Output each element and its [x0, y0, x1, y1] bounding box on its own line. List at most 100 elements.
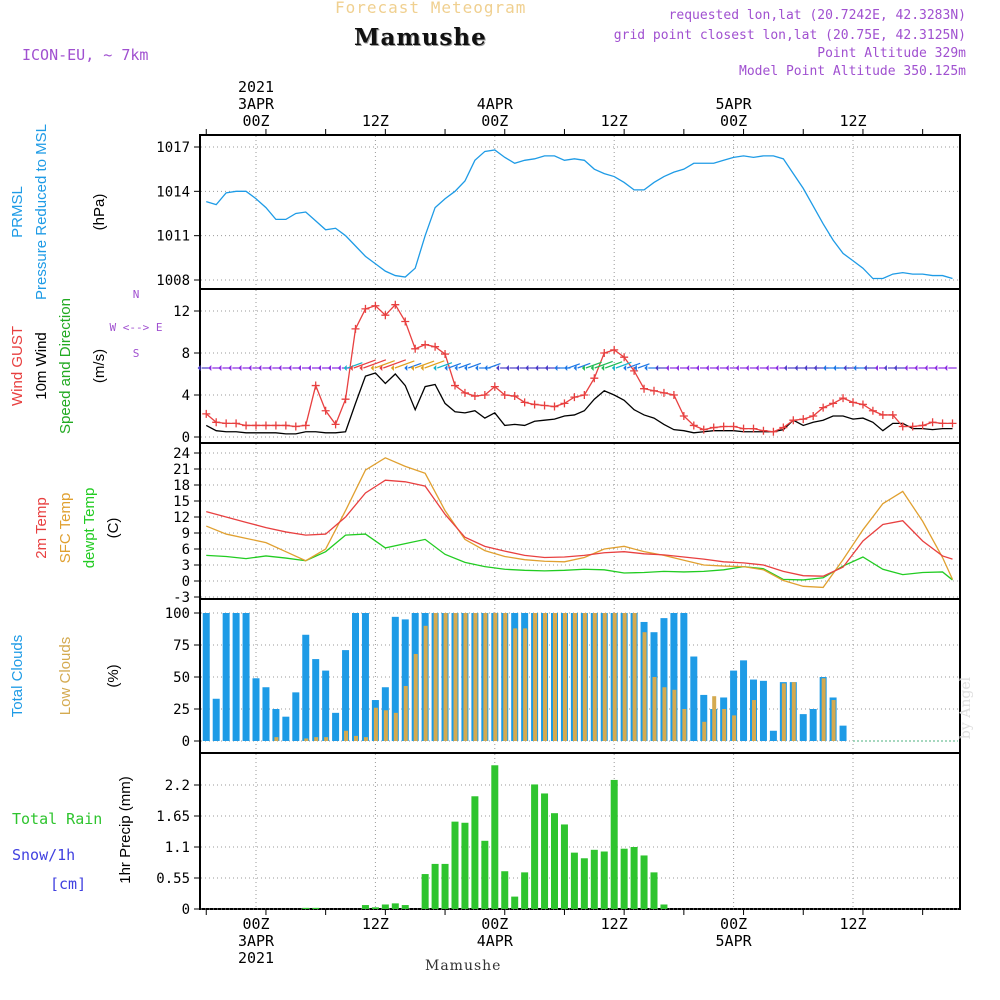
- precip-bar: [361, 905, 369, 909]
- gust-marker: [242, 421, 251, 430]
- y-tick-label: 21: [173, 462, 190, 478]
- wind-arrow-head: [328, 365, 331, 371]
- total-cloud-bar: [660, 618, 668, 741]
- total-cloud-bar: [759, 680, 767, 741]
- wind-arrow-head: [464, 365, 468, 371]
- gust-marker: [789, 416, 798, 425]
- x-tick-label-bottom: 00Z: [242, 915, 269, 933]
- low-cloud-bar: [781, 683, 786, 741]
- gust-marker: [650, 386, 658, 395]
- wind-arrow-head: [248, 365, 252, 371]
- wind-arrow-head: [715, 365, 719, 371]
- x-tick-label-bottom: 3APR: [238, 932, 275, 950]
- precip-bar: [600, 851, 608, 909]
- pressure-frame: [199, 134, 961, 290]
- temp-unit: (C): [105, 518, 122, 539]
- gust-marker: [779, 423, 788, 432]
- wind-arrow: [585, 361, 602, 369]
- y-tick-label: -3: [173, 590, 190, 606]
- gust-marker: [460, 388, 469, 397]
- wind-arrow-head: [318, 365, 322, 371]
- total-cloud-bar: [839, 725, 847, 741]
- total-cloud-bar: [272, 709, 280, 741]
- low-cloud-bar: [393, 712, 398, 741]
- gust-marker: [948, 419, 957, 428]
- gust-marker: [371, 301, 380, 310]
- gust-marker: [610, 345, 619, 354]
- wind-arrow-head: [601, 365, 605, 371]
- total-cloud-bar: [242, 613, 250, 741]
- wind-arrow-head: [581, 365, 585, 371]
- y-tick-label: 1.1: [165, 840, 190, 856]
- x-tick-label-top: 00Z: [481, 112, 508, 130]
- wind-arrow-head: [644, 365, 648, 371]
- total-cloud-bar: [252, 678, 260, 741]
- low-cloud-bar: [483, 613, 488, 741]
- low-cloud-bar: [373, 707, 378, 741]
- low-cloud-bar: [672, 689, 677, 741]
- wind-arrow: [604, 361, 623, 369]
- wind-arrow-head: [298, 365, 301, 371]
- gust-marker: [451, 381, 459, 390]
- y-tick-label: 12: [173, 304, 190, 320]
- gust-marker: [431, 342, 440, 351]
- t2m-line: [206, 479, 953, 577]
- precip-bar: [441, 863, 449, 909]
- gust-marker: [699, 425, 708, 434]
- wind-arrow-head: [623, 365, 627, 371]
- gust-marker: [938, 419, 947, 428]
- wind-arrow: [577, 362, 591, 369]
- low-cloud-bar: [662, 687, 667, 741]
- low-cloud-bar: [463, 613, 468, 741]
- gust-marker: [590, 374, 599, 383]
- low-cloud-bar: [473, 613, 478, 741]
- y-tick-label: 8: [182, 346, 190, 362]
- low-cloud-bar: [712, 696, 717, 741]
- x-tick-label-top: 12Z: [601, 112, 628, 130]
- gust-marker: [271, 421, 280, 430]
- gust-marker: [281, 421, 290, 430]
- wind-arrow-head: [475, 365, 479, 371]
- gust-marker: [679, 412, 688, 420]
- low-cloud-bar: [592, 613, 597, 741]
- low-cloud-bar: [433, 613, 438, 741]
- x-tick-label-bottom: 00Z: [481, 915, 508, 933]
- gust-marker: [908, 422, 917, 431]
- gust-marker: [441, 350, 450, 359]
- gust-marker: [868, 406, 877, 415]
- low-cloud-bar: [304, 738, 309, 741]
- wind-arrow-head: [893, 365, 897, 371]
- low-cloud-bar: [523, 628, 528, 741]
- precip-bar: [461, 822, 469, 909]
- gust-marker: [391, 300, 400, 309]
- y-tick-label: 2.2: [165, 778, 190, 794]
- wind-arrow-head: [696, 365, 699, 371]
- wind-arrow-head: [633, 365, 637, 371]
- wind-arrow-head: [370, 365, 374, 371]
- x-tick-label-top: 2021: [238, 78, 274, 96]
- low-cloud-bar: [582, 613, 587, 741]
- wind-arrow: [488, 363, 501, 369]
- total-cloud-bar: [232, 613, 240, 741]
- y-tick-label: 1.65: [156, 809, 190, 825]
- wind-arrow: [615, 361, 632, 369]
- precip-bar: [620, 848, 628, 909]
- wind-arrow-head: [544, 365, 548, 371]
- requested-coords: requested lon,lat (20.7242E, 42.3283N): [668, 8, 966, 23]
- wind-arrow-head: [843, 365, 847, 371]
- precip-bar: [551, 813, 558, 909]
- wind-arrow-head: [775, 365, 779, 371]
- wind-arrow-head: [197, 365, 201, 371]
- product-title: Forecast Meteogram: [335, 0, 527, 17]
- wind-arrow-head: [359, 365, 363, 371]
- total-cloud-bar: [690, 656, 698, 741]
- wind-arrow-head: [944, 365, 948, 371]
- gust-marker: [381, 311, 390, 320]
- wind-arrow-head: [874, 365, 878, 371]
- gust-marker: [819, 403, 828, 412]
- y-tick-label: 3: [182, 558, 190, 574]
- gust-marker: [858, 400, 867, 409]
- wind-arrow: [594, 360, 613, 369]
- wind-arrow: [568, 363, 581, 369]
- gust-marker: [490, 382, 499, 391]
